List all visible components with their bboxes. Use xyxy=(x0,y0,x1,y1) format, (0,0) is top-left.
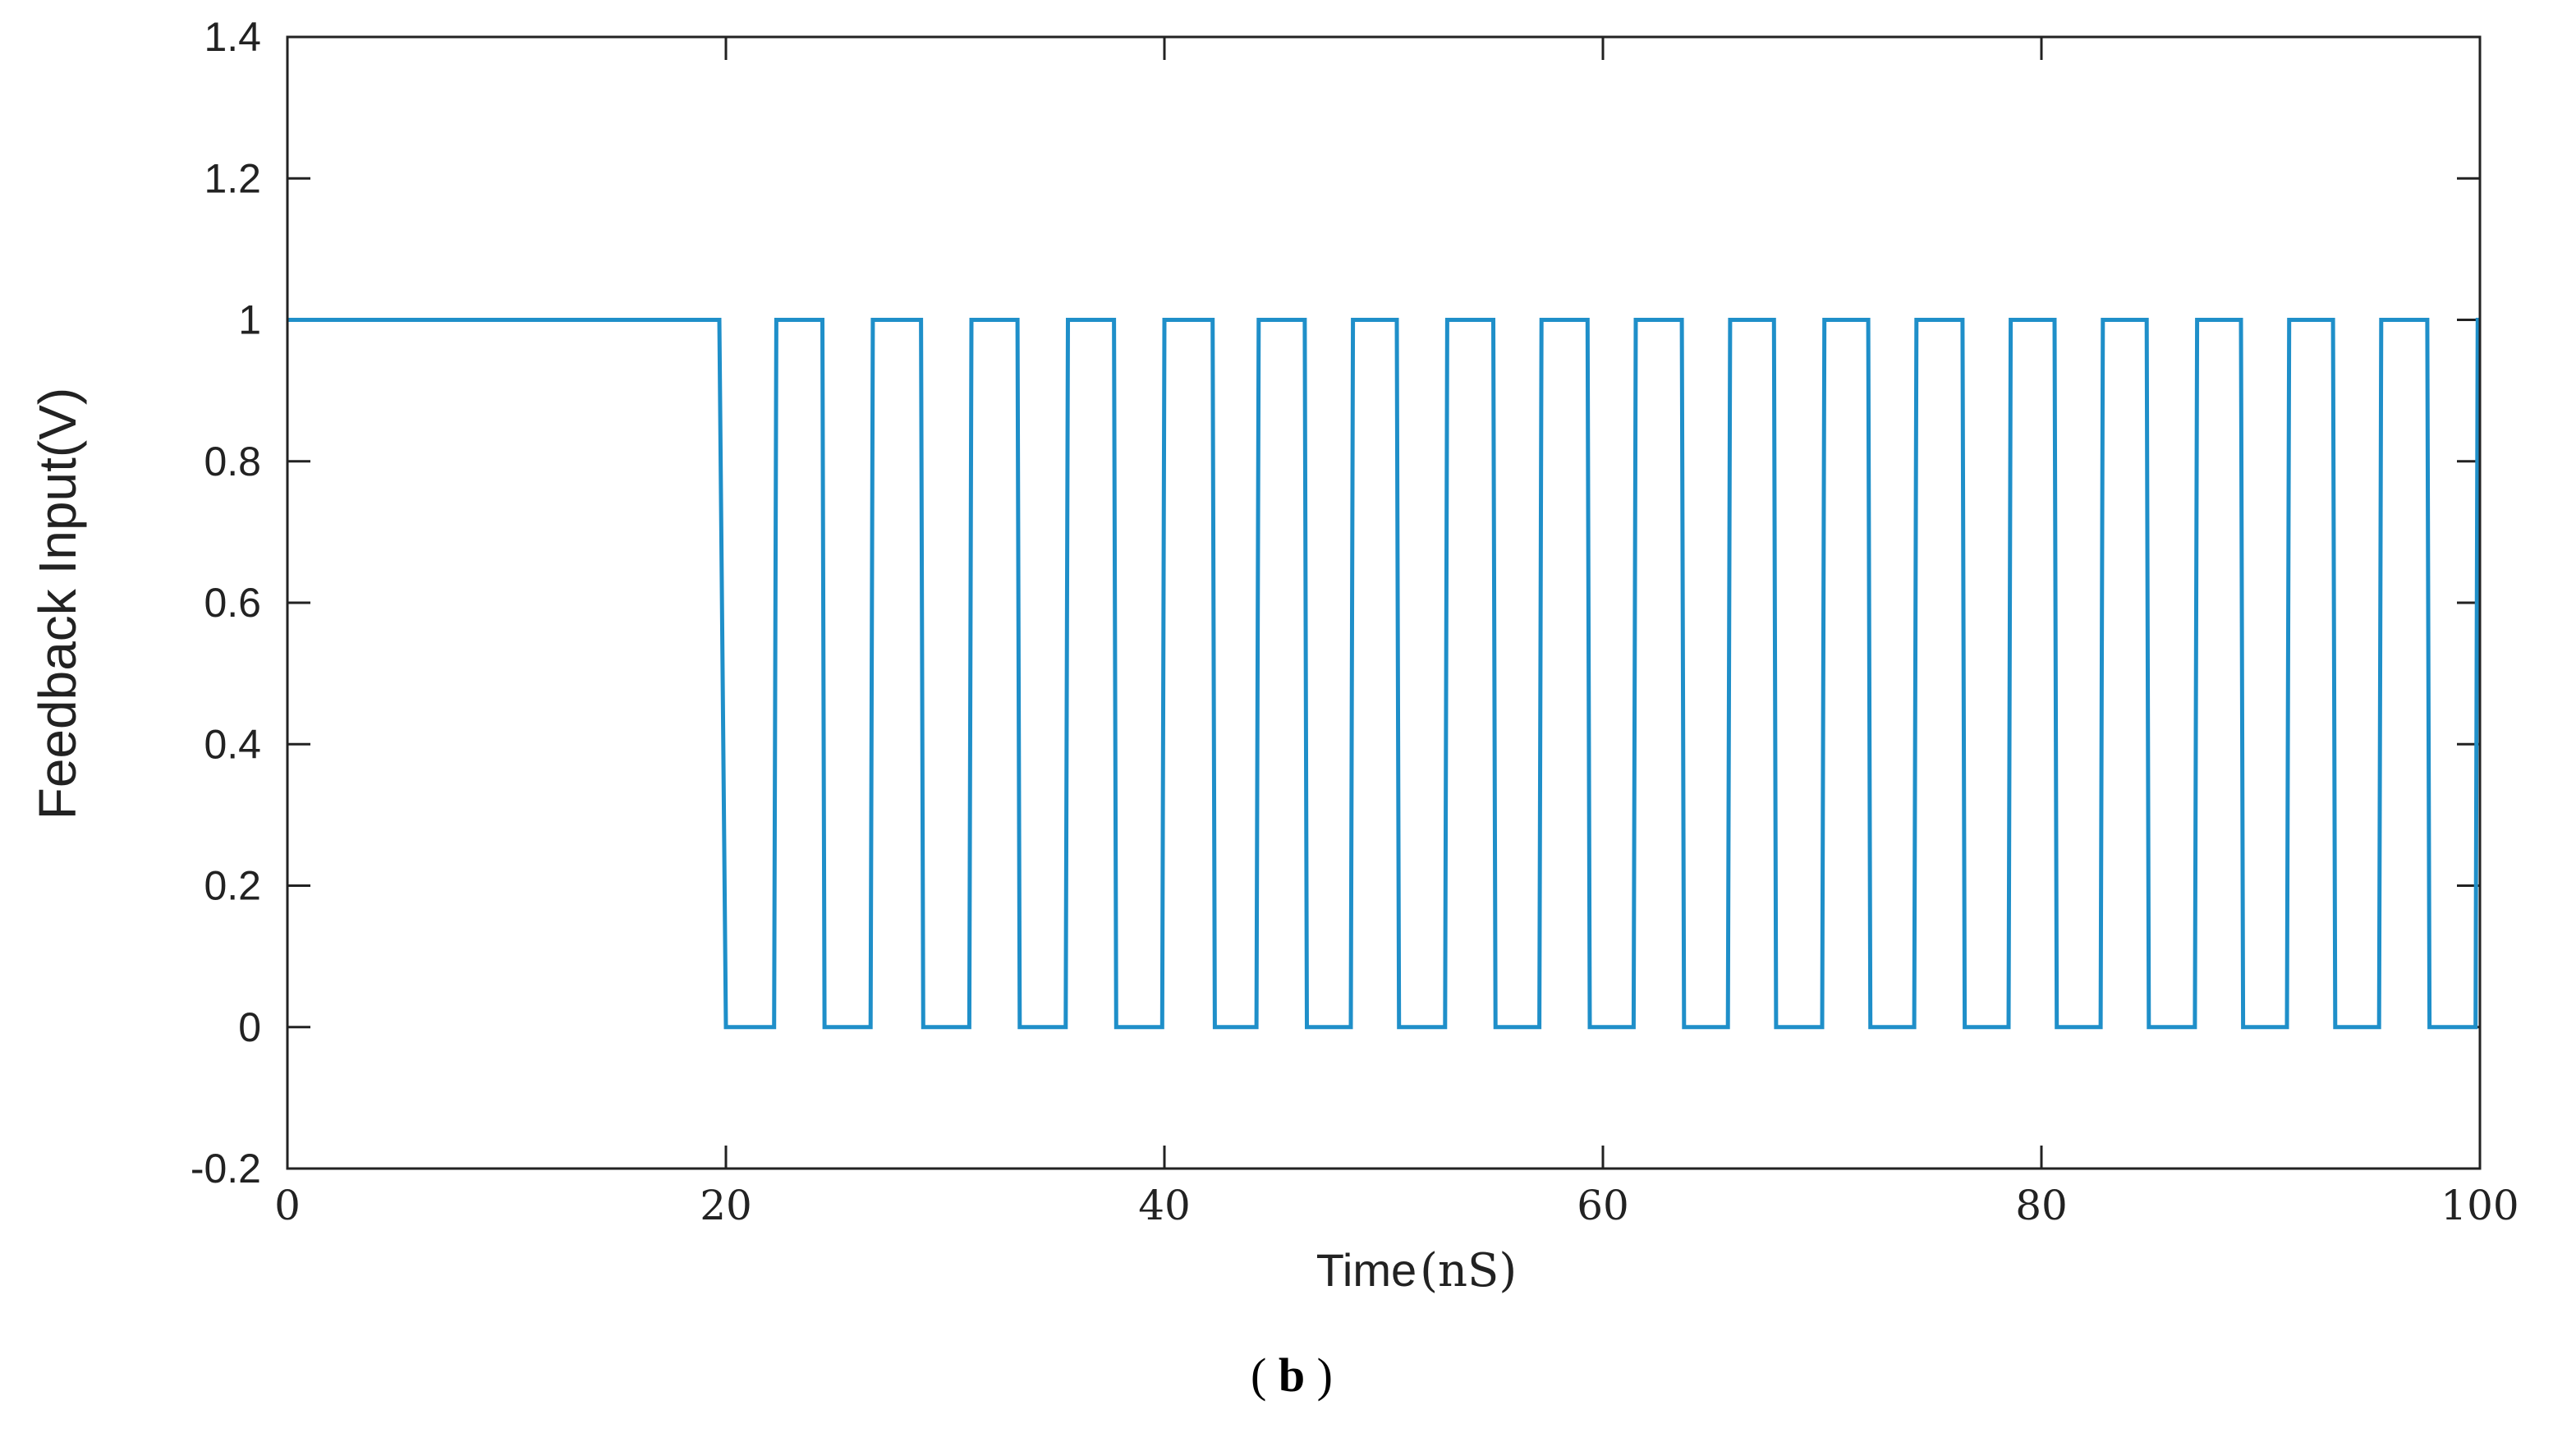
panel-caption: ( b ) xyxy=(1251,1348,1333,1402)
panel-caption-close: ) xyxy=(1317,1348,1333,1402)
y-tick-label: 0.2 xyxy=(204,863,261,909)
series-line xyxy=(287,318,2480,1030)
x-axis-label-unit: (nS) xyxy=(1420,1244,1517,1297)
panel-caption-letter: b xyxy=(1279,1348,1305,1402)
y-tick-label: 0 xyxy=(238,1004,261,1050)
x-tick-label: 20 xyxy=(700,1182,752,1229)
y-axis-label: Feedback Input(V) xyxy=(28,388,87,820)
x-tick-label: 80 xyxy=(2015,1182,2068,1229)
x-axis-label: Time (nS) xyxy=(1316,1244,1518,1297)
y-tick-label: 1.4 xyxy=(204,14,261,60)
y-tick-label: 0.6 xyxy=(204,580,261,626)
plot-frame xyxy=(286,35,2482,1170)
y-tick-label: 0.8 xyxy=(204,439,261,484)
y-tick-label: 1 xyxy=(238,297,261,343)
x-tick-label: 100 xyxy=(2441,1182,2519,1229)
panel-caption-open: ( xyxy=(1251,1348,1266,1402)
y-tick-label: 1.2 xyxy=(204,155,261,201)
x-tick-label: 60 xyxy=(1577,1182,1629,1229)
y-axis-ticks xyxy=(287,35,2480,1170)
y-tick-label: 0.4 xyxy=(204,721,261,767)
series-group xyxy=(287,318,2480,1030)
x-tick-label: 0 xyxy=(274,1182,301,1229)
y-tick-label: -0.2 xyxy=(191,1146,261,1192)
x-axis-ticks xyxy=(286,37,2482,1169)
x-axis-tick-labels: 0 20 40 60 80 100 xyxy=(274,1182,2519,1229)
x-tick-label: 40 xyxy=(1138,1182,1191,1229)
y-axis-tick-labels: -0.2 0 0.2 0.4 0.6 0.8 1 1.2 1.4 xyxy=(191,14,261,1192)
x-axis-label-text: Time xyxy=(1316,1244,1417,1296)
